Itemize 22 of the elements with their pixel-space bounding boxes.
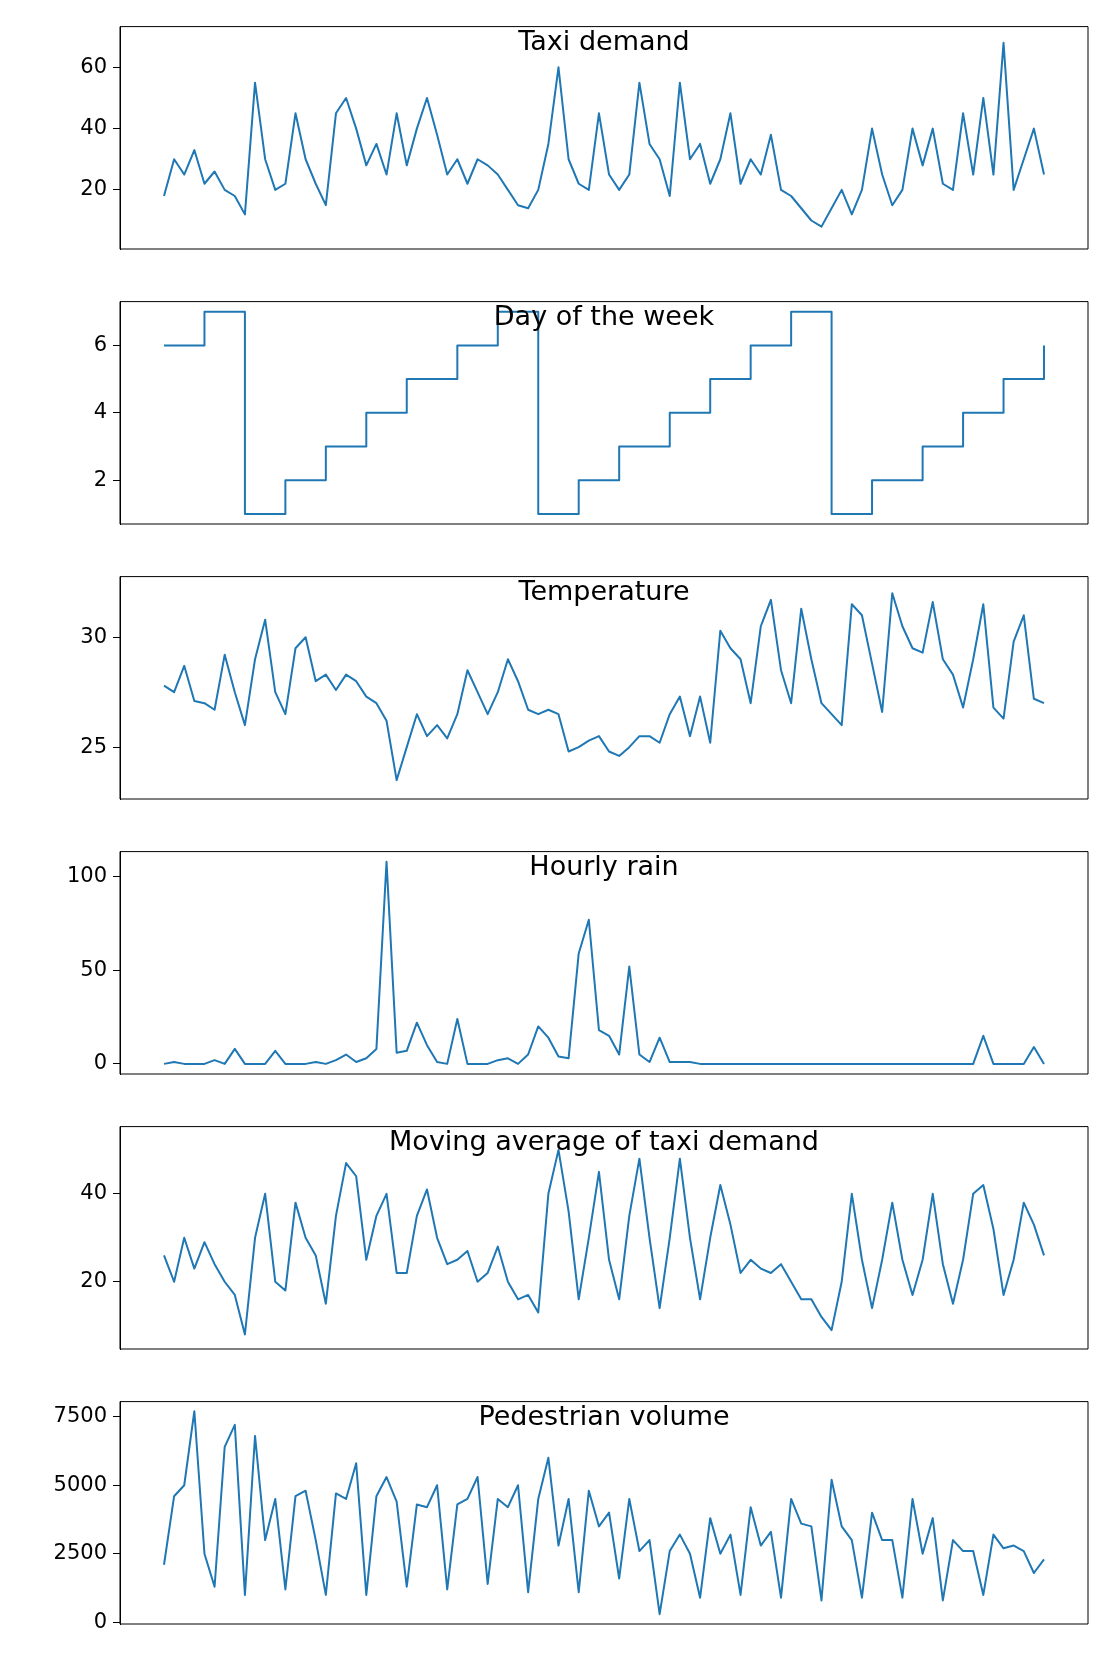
y-tick-label: 0 xyxy=(93,1050,107,1075)
y-tick-label: 100 xyxy=(66,863,107,888)
y-tick-label: 20 xyxy=(80,176,107,201)
chart-title: Hourly rain xyxy=(529,850,679,882)
y-tick-label: 5000 xyxy=(53,1471,107,1496)
y-tick-label: 6 xyxy=(93,331,107,356)
chart-title: Temperature xyxy=(517,575,690,607)
chart-title: Moving average of taxi demand xyxy=(389,1125,819,1157)
y-tick-label: 40 xyxy=(80,115,107,140)
y-tick-label: 2500 xyxy=(53,1540,107,1565)
y-tick-label: 25 xyxy=(80,733,107,758)
y-tick-label: 30 xyxy=(80,623,107,648)
y-tick-label: 2 xyxy=(93,466,107,491)
y-tick-label: 0 xyxy=(93,1608,107,1633)
chart-title: Pedestrian volume xyxy=(478,1400,730,1432)
y-tick-label: 7500 xyxy=(53,1403,107,1428)
y-tick-label: 50 xyxy=(80,956,107,981)
y-tick-label: 60 xyxy=(80,53,107,78)
y-tick-label: 20 xyxy=(80,1268,107,1293)
y-tick-label: 4 xyxy=(93,399,107,424)
chart-title: Taxi demand xyxy=(517,25,690,57)
y-tick-label: 40 xyxy=(80,1180,107,1205)
